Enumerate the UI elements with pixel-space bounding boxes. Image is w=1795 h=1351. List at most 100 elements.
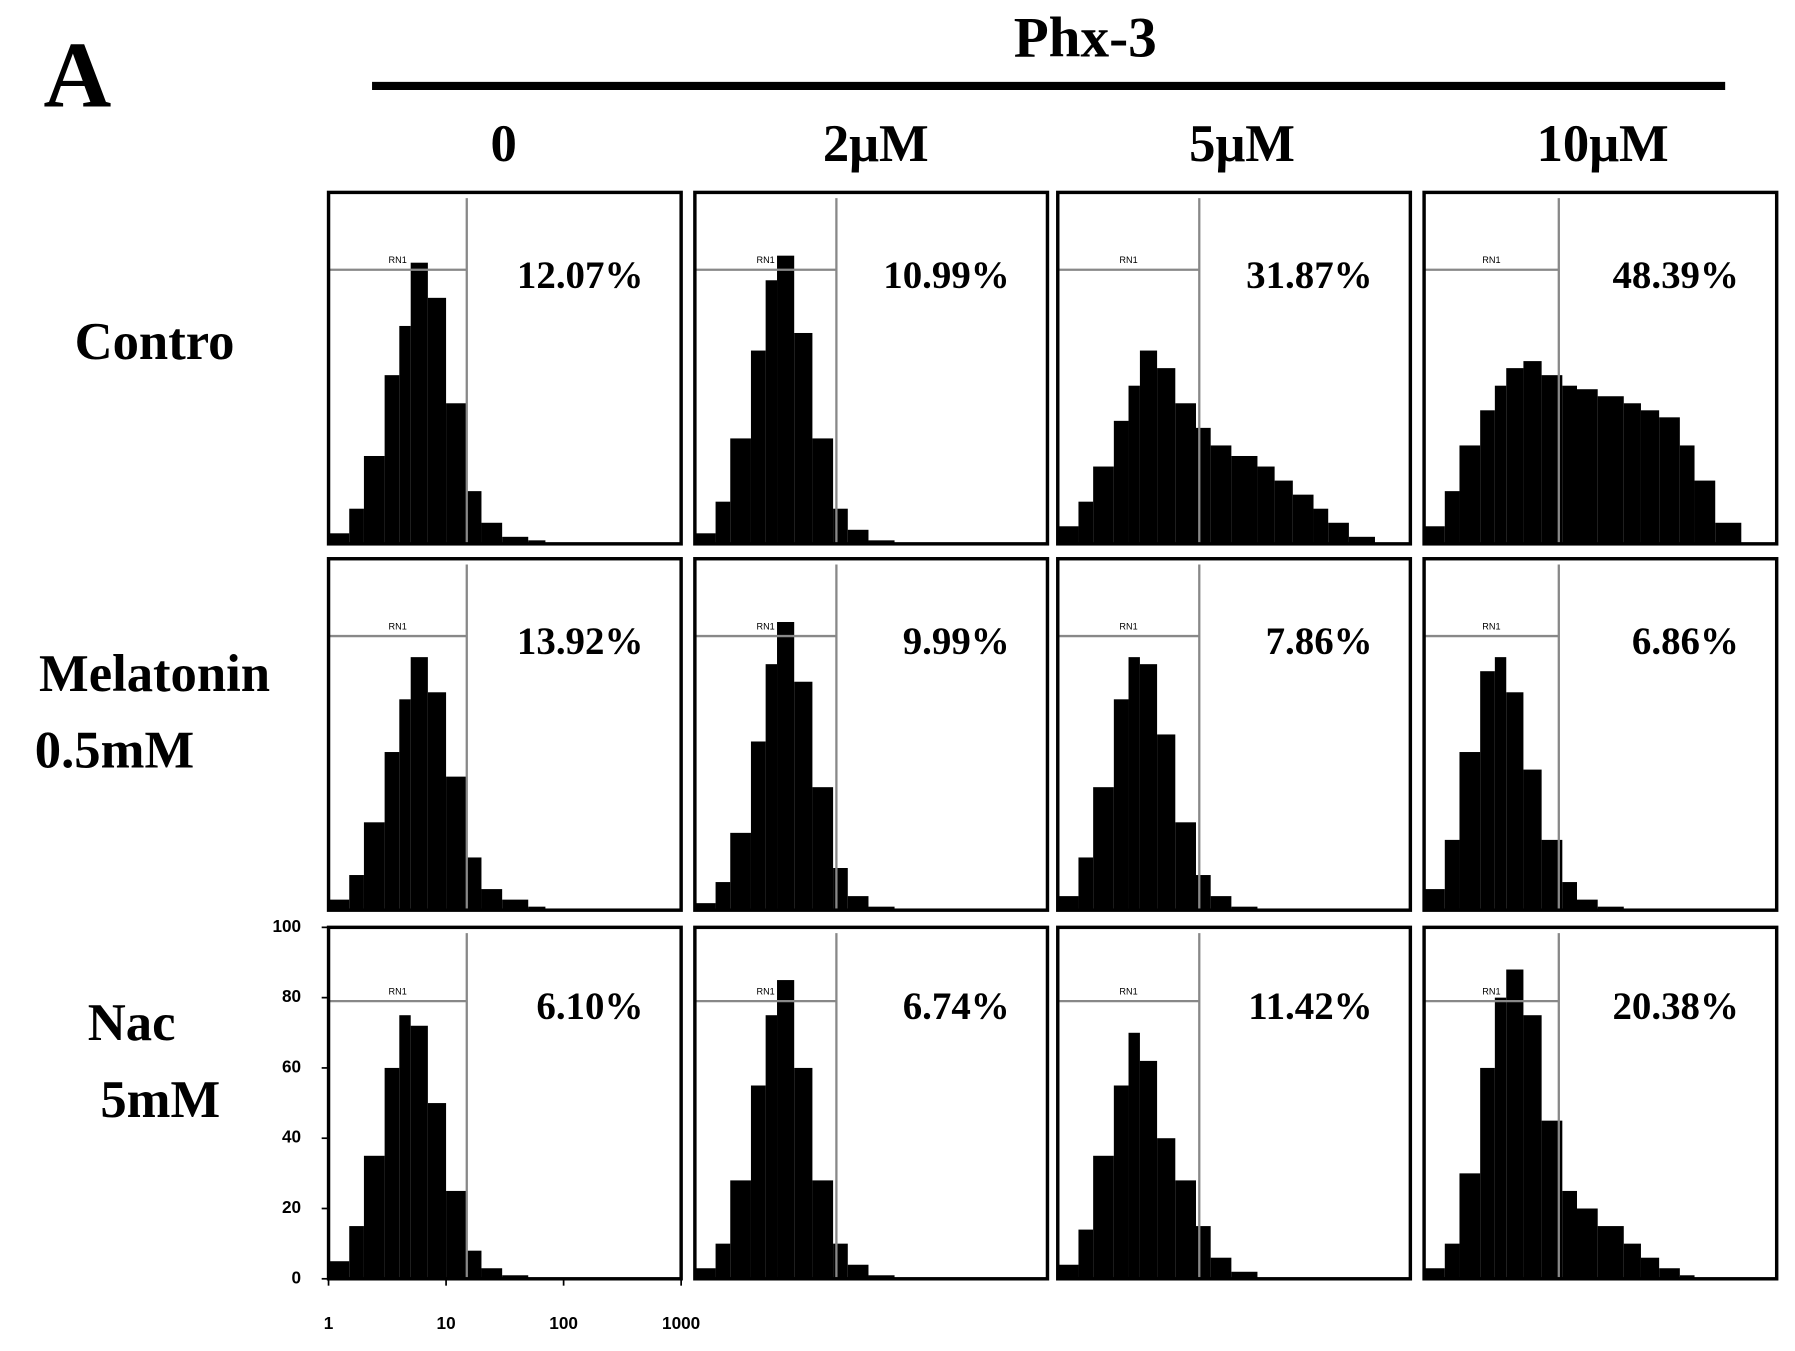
histogram-bar	[1157, 734, 1176, 911]
percent-annotation: 11.42%	[1248, 985, 1372, 1028]
histogram-bar	[502, 536, 529, 544]
histogram-bar	[1113, 420, 1129, 544]
histogram-bar	[1694, 480, 1716, 544]
panel-frame	[693, 190, 1050, 546]
histogram-bar	[384, 375, 400, 544]
histogram-bar	[1480, 410, 1495, 544]
histogram-bar	[1175, 403, 1196, 544]
histogram-bar	[1292, 494, 1314, 544]
histogram-bar	[1541, 1120, 1563, 1279]
histogram-bar	[1078, 857, 1094, 911]
histogram-bar	[694, 1268, 716, 1279]
panel-frame	[693, 925, 1050, 1281]
histogram-bar	[446, 776, 467, 911]
histogram-bar	[528, 906, 546, 911]
histogram-bar	[868, 540, 895, 544]
histogram-bar	[1139, 1060, 1158, 1279]
histogram-bar	[777, 255, 795, 544]
histogram-bar	[446, 1190, 467, 1279]
row-label: 0.5mM	[35, 722, 194, 780]
histogram-bar	[1623, 1243, 1641, 1279]
histogram-bar	[1659, 417, 1680, 544]
histogram-bar	[466, 857, 482, 911]
histogram-bar	[363, 1155, 385, 1279]
histogram-bar	[777, 621, 795, 911]
histogram-bar	[384, 1067, 400, 1279]
histogram-bar	[427, 297, 447, 544]
histogram-bar	[765, 664, 778, 911]
histogram-bar	[399, 1015, 411, 1279]
histogram-bar	[1210, 1257, 1232, 1279]
histogram-bar	[750, 1085, 766, 1279]
histogram-bar	[1444, 491, 1460, 544]
histogram-bar	[349, 508, 364, 544]
y-tick-label: 60	[282, 1056, 301, 1076]
histogram-bar	[1494, 997, 1507, 1279]
percent-annotation: 6.74%	[903, 985, 1010, 1028]
histogram-bar	[868, 1275, 895, 1279]
histogram-bar	[1597, 396, 1624, 544]
histogram-bar	[794, 332, 813, 544]
histogram-bar	[1157, 1138, 1176, 1279]
percent-annotation: 10.99%	[883, 254, 1009, 297]
histogram-bar	[715, 882, 731, 911]
histogram-bar	[715, 501, 731, 544]
gate-label: RN1	[756, 621, 774, 631]
histogram-bar	[1523, 361, 1542, 544]
histogram-bar	[1494, 385, 1507, 544]
histogram-bar	[847, 896, 869, 911]
column-label: 10μM	[1537, 115, 1669, 173]
histogram-bar	[363, 455, 385, 544]
histogram-bar	[1313, 508, 1329, 544]
histogram-bar	[410, 262, 428, 544]
percent-annotation: 48.39%	[1612, 254, 1738, 297]
histogram-bar	[1506, 969, 1524, 1279]
gate-label: RN1	[1482, 255, 1500, 265]
histogram-bar	[1623, 403, 1641, 544]
histogram-bar	[466, 491, 482, 544]
histogram-bar	[427, 692, 447, 911]
histogram-bar	[1157, 368, 1176, 544]
histogram-bar	[1640, 1257, 1660, 1279]
y-tick-label: 20	[282, 1197, 301, 1217]
panel-frame	[1056, 925, 1413, 1281]
histogram-bar	[502, 899, 529, 911]
histogram-bar	[1459, 752, 1481, 911]
percent-annotation: 31.87%	[1246, 254, 1372, 297]
gate-label: RN1	[756, 986, 774, 996]
histogram-bar	[1175, 822, 1196, 911]
histogram-bar	[1093, 1155, 1114, 1279]
gate-label: RN1	[1482, 621, 1500, 631]
histogram-bar	[1128, 1032, 1140, 1279]
histogram-bar	[1541, 375, 1563, 544]
column-label: 0	[491, 115, 517, 173]
histogram-bar	[730, 1180, 751, 1279]
histogram-bar	[1128, 657, 1140, 911]
histogram-bar	[715, 1243, 731, 1279]
panel-frame	[1056, 190, 1413, 546]
percent-annotation: 13.92%	[517, 620, 643, 663]
histogram-bar	[794, 1067, 813, 1279]
histogram-bar	[1093, 466, 1114, 544]
histogram-bar	[1444, 839, 1460, 911]
histogram-bar	[812, 787, 834, 911]
histogram-bar	[730, 832, 751, 911]
histogram-bar	[1424, 889, 1445, 911]
histogram-bar	[481, 889, 503, 911]
histogram-bar	[1494, 657, 1507, 911]
histogram-bar	[1562, 882, 1578, 911]
panel-frame	[1422, 557, 1779, 912]
y-tick-label: 80	[282, 986, 301, 1006]
histogram-bar	[765, 280, 778, 544]
histogram-bar	[1577, 389, 1598, 544]
histogram-bar	[384, 752, 400, 911]
row-label: Melatonin	[39, 645, 270, 703]
histogram-bar	[1597, 906, 1624, 911]
histogram-bar	[328, 1261, 350, 1279]
histogram-bar	[481, 522, 503, 544]
row-label: Nac	[88, 994, 176, 1052]
histogram-bar	[1577, 1208, 1598, 1279]
histogram-bar	[1139, 664, 1158, 911]
histogram-bar	[399, 699, 411, 911]
